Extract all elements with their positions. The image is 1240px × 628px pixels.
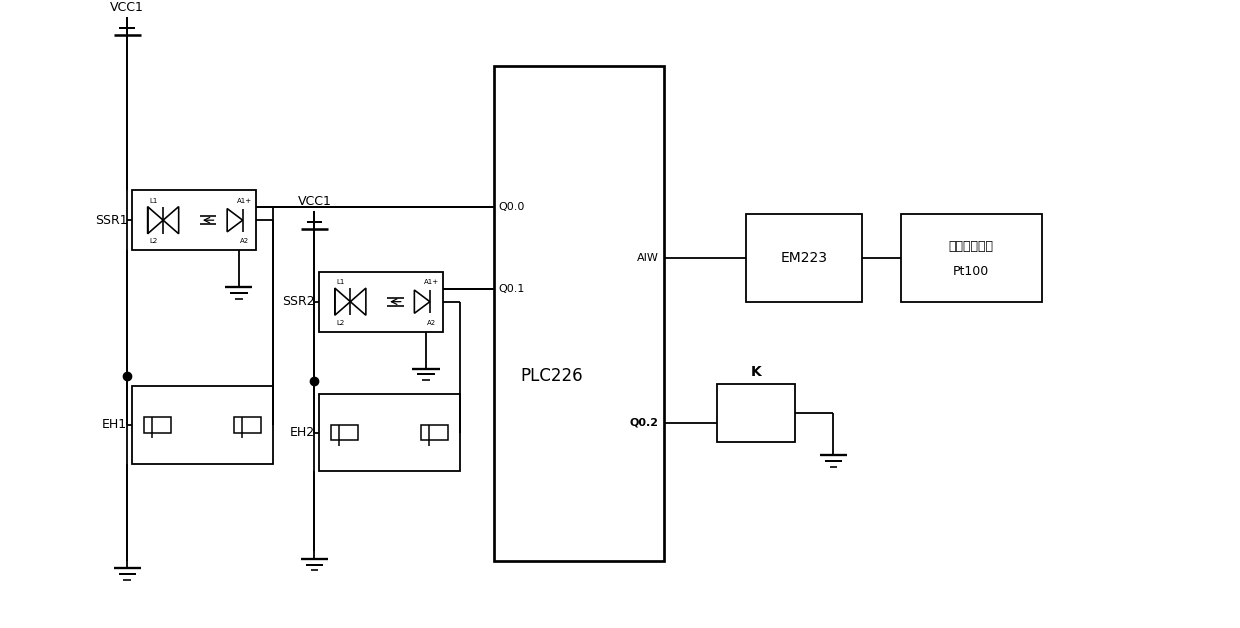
Text: SSR1: SSR1 bbox=[94, 214, 128, 227]
Text: Pt100: Pt100 bbox=[954, 265, 990, 278]
Bar bbox=[133, 190, 257, 251]
Bar bbox=[133, 386, 273, 463]
Text: Q0.0: Q0.0 bbox=[498, 202, 525, 212]
Text: AIW: AIW bbox=[637, 253, 658, 263]
Text: L1: L1 bbox=[336, 279, 345, 285]
Text: A2: A2 bbox=[241, 239, 249, 244]
Text: VCC1: VCC1 bbox=[110, 1, 144, 14]
Bar bbox=[717, 384, 795, 442]
Text: L2: L2 bbox=[336, 320, 345, 326]
Text: K: K bbox=[750, 365, 761, 379]
Text: PLC226: PLC226 bbox=[521, 367, 583, 386]
Bar bbox=[144, 417, 171, 433]
Bar bbox=[746, 214, 863, 301]
Bar bbox=[901, 214, 1042, 301]
Bar bbox=[320, 271, 444, 332]
Text: L2: L2 bbox=[149, 239, 157, 244]
Bar bbox=[320, 394, 460, 472]
Text: 干湿球温度计: 干湿球温度计 bbox=[949, 240, 993, 253]
Text: A1+: A1+ bbox=[424, 279, 439, 285]
Text: VCC1: VCC1 bbox=[298, 195, 331, 208]
Text: A1+: A1+ bbox=[237, 198, 252, 204]
Bar bbox=[494, 66, 663, 561]
Text: EH1: EH1 bbox=[102, 418, 128, 431]
Text: Q0.1: Q0.1 bbox=[498, 284, 525, 294]
Text: A2: A2 bbox=[428, 320, 436, 326]
Text: EM223: EM223 bbox=[781, 251, 828, 265]
Text: L1: L1 bbox=[149, 198, 157, 204]
Text: Q0.2: Q0.2 bbox=[630, 418, 658, 428]
Text: EH2: EH2 bbox=[289, 426, 315, 439]
Bar bbox=[422, 425, 449, 440]
Bar bbox=[331, 425, 358, 440]
Bar bbox=[234, 417, 262, 433]
Text: SSR2: SSR2 bbox=[281, 295, 315, 308]
